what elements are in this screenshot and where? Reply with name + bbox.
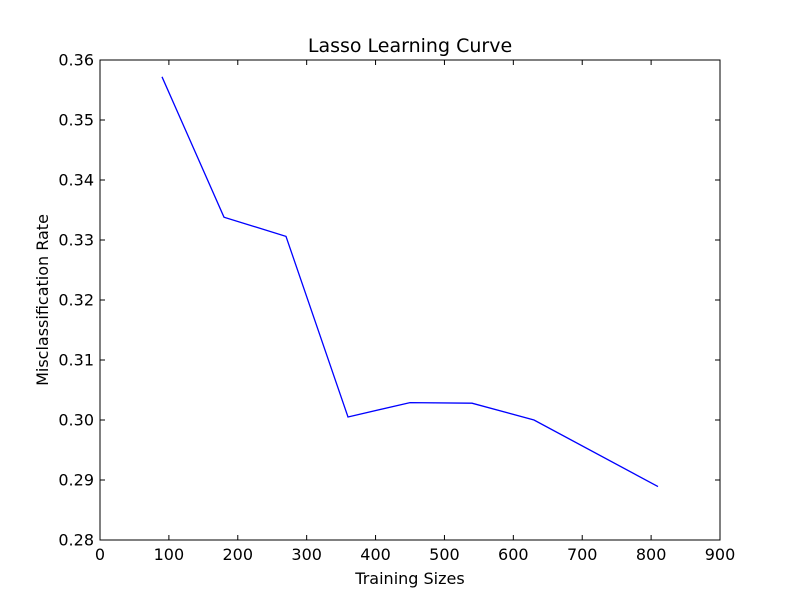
x-tick-label: 700 bbox=[567, 545, 598, 564]
y-tick-label: 0.35 bbox=[58, 111, 94, 130]
x-tick-label: 600 bbox=[498, 545, 529, 564]
y-tick-label: 0.36 bbox=[58, 51, 94, 70]
x-tick-label: 400 bbox=[360, 545, 391, 564]
y-tick-label: 0.34 bbox=[58, 171, 94, 190]
x-tick-label: 500 bbox=[429, 545, 460, 564]
y-tick-label: 0.33 bbox=[58, 231, 94, 250]
y-tick-label: 0.28 bbox=[58, 531, 94, 550]
y-tick-label: 0.30 bbox=[58, 411, 94, 430]
x-tick-label: 200 bbox=[223, 545, 254, 564]
x-tick-label: 300 bbox=[291, 545, 322, 564]
x-tick-label: 800 bbox=[636, 545, 667, 564]
plot-area: 0 100 200 300 400 500 600 700 800 900 0.28 0.29 0.30… bbox=[58, 51, 735, 565]
x-tick-label: 900 bbox=[705, 545, 736, 564]
axes-frame bbox=[99, 59, 721, 541]
y-tick-label: 0.29 bbox=[58, 471, 94, 490]
chart-title: Lasso Learning Curve bbox=[308, 35, 512, 57]
y-tick-label: 0.32 bbox=[58, 291, 94, 310]
x-axis-label: Training Sizes bbox=[354, 569, 464, 588]
y-axis-label: Misclassification Rate bbox=[33, 214, 52, 386]
series-line-0 bbox=[161, 76, 659, 488]
y-tick-label: 0.31 bbox=[58, 351, 94, 370]
x-tick-label: 0 bbox=[95, 545, 105, 564]
x-tick-label: 100 bbox=[154, 545, 185, 564]
